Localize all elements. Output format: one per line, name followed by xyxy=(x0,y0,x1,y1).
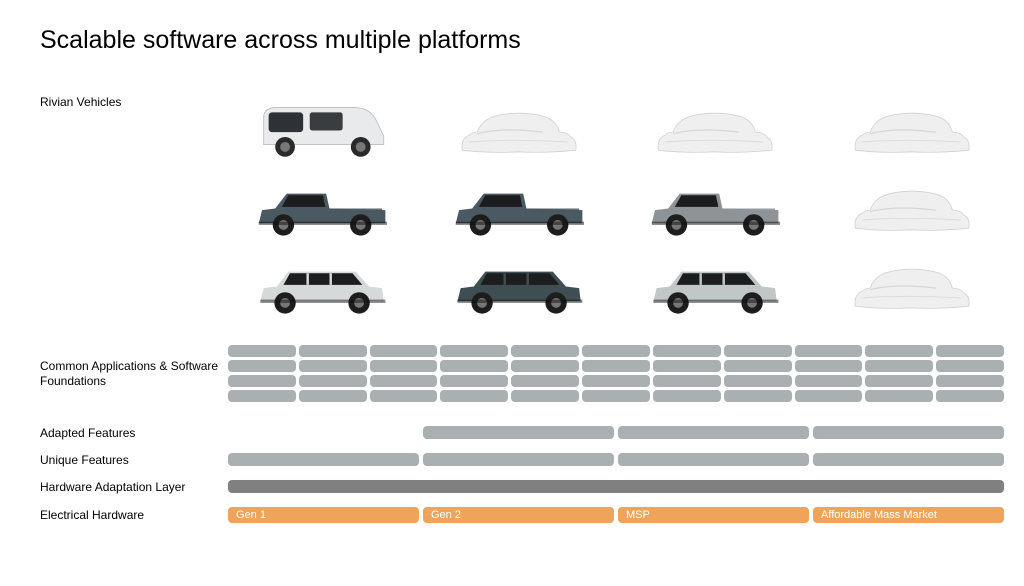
app-cell xyxy=(440,375,508,387)
label-elec: Electrical Hardware xyxy=(40,507,220,523)
vehicle-truck xyxy=(228,169,415,243)
apps-grid xyxy=(228,345,1004,402)
vehicle-truck xyxy=(621,169,808,243)
unique-grid xyxy=(228,453,1004,468)
diagram-content: Rivian Vehicles xyxy=(40,91,1004,523)
label-adapted: Adapted Features xyxy=(40,426,220,441)
app-cell xyxy=(653,360,721,372)
app-cell xyxy=(228,345,296,357)
vehicle-suv xyxy=(425,247,612,321)
app-cell xyxy=(936,375,1004,387)
vehicle-van xyxy=(228,91,415,165)
vehicle-covered xyxy=(818,91,1005,165)
vehicle-covered xyxy=(621,91,808,165)
app-cell xyxy=(653,375,721,387)
app-cell xyxy=(511,360,579,372)
app-cell xyxy=(299,390,367,402)
vehicle-covered xyxy=(818,169,1005,243)
elec-segment: Gen 1 xyxy=(228,507,419,523)
app-cell xyxy=(865,360,933,372)
app-cell xyxy=(299,360,367,372)
label-hal: Hardware Adaptation Layer xyxy=(40,480,220,495)
vehicle-covered xyxy=(425,91,612,165)
app-cell xyxy=(440,360,508,372)
adapted-grid xyxy=(228,426,1004,441)
hal-bar xyxy=(228,480,1004,495)
vehicles-grid xyxy=(228,91,1004,321)
elec-grid: Gen 1Gen 2MSPAffordable Mass Market xyxy=(228,507,1004,523)
adapted-segment xyxy=(618,426,809,439)
app-cell xyxy=(865,390,933,402)
app-cell xyxy=(795,375,863,387)
app-cell xyxy=(724,375,792,387)
vehicle-suv xyxy=(621,247,808,321)
page-title: Scalable software across multiple platfo… xyxy=(40,26,1004,55)
app-cell xyxy=(440,390,508,402)
label-vehicles: Rivian Vehicles xyxy=(40,91,220,321)
app-cell xyxy=(795,345,863,357)
app-cell xyxy=(511,375,579,387)
app-cell xyxy=(936,360,1004,372)
app-cell xyxy=(795,360,863,372)
app-cell xyxy=(440,345,508,357)
app-cell xyxy=(370,390,438,402)
app-cell xyxy=(936,345,1004,357)
app-cell xyxy=(653,390,721,402)
elec-segment: Affordable Mass Market xyxy=(813,507,1004,523)
app-cell xyxy=(724,360,792,372)
app-cell xyxy=(228,390,296,402)
app-cell xyxy=(228,375,296,387)
vehicle-covered xyxy=(818,247,1005,321)
app-cell xyxy=(511,390,579,402)
app-cell xyxy=(865,375,933,387)
app-cell xyxy=(936,390,1004,402)
app-cell xyxy=(582,360,650,372)
app-cell xyxy=(299,345,367,357)
app-cell xyxy=(724,345,792,357)
app-cell xyxy=(865,345,933,357)
app-cell xyxy=(582,345,650,357)
app-cell xyxy=(370,345,438,357)
elec-segment: MSP xyxy=(618,507,809,523)
app-cell xyxy=(299,375,367,387)
app-cell xyxy=(582,375,650,387)
app-cell xyxy=(228,360,296,372)
unique-segment xyxy=(813,453,1004,466)
vehicle-truck xyxy=(425,169,612,243)
label-apps: Common Applications & Software Foundatio… xyxy=(40,345,220,402)
label-unique: Unique Features xyxy=(40,453,220,468)
elec-segment: Gen 2 xyxy=(423,507,614,523)
app-cell xyxy=(511,345,579,357)
unique-segment xyxy=(618,453,809,466)
app-cell xyxy=(795,390,863,402)
adapted-segment xyxy=(423,426,614,439)
app-cell xyxy=(582,390,650,402)
app-cell xyxy=(653,345,721,357)
app-cell xyxy=(370,360,438,372)
app-cell xyxy=(370,375,438,387)
adapted-segment xyxy=(813,426,1004,439)
unique-segment xyxy=(423,453,614,466)
vehicle-suv xyxy=(228,247,415,321)
app-cell xyxy=(724,390,792,402)
unique-segment xyxy=(228,453,419,466)
adapted-segment xyxy=(228,426,419,439)
